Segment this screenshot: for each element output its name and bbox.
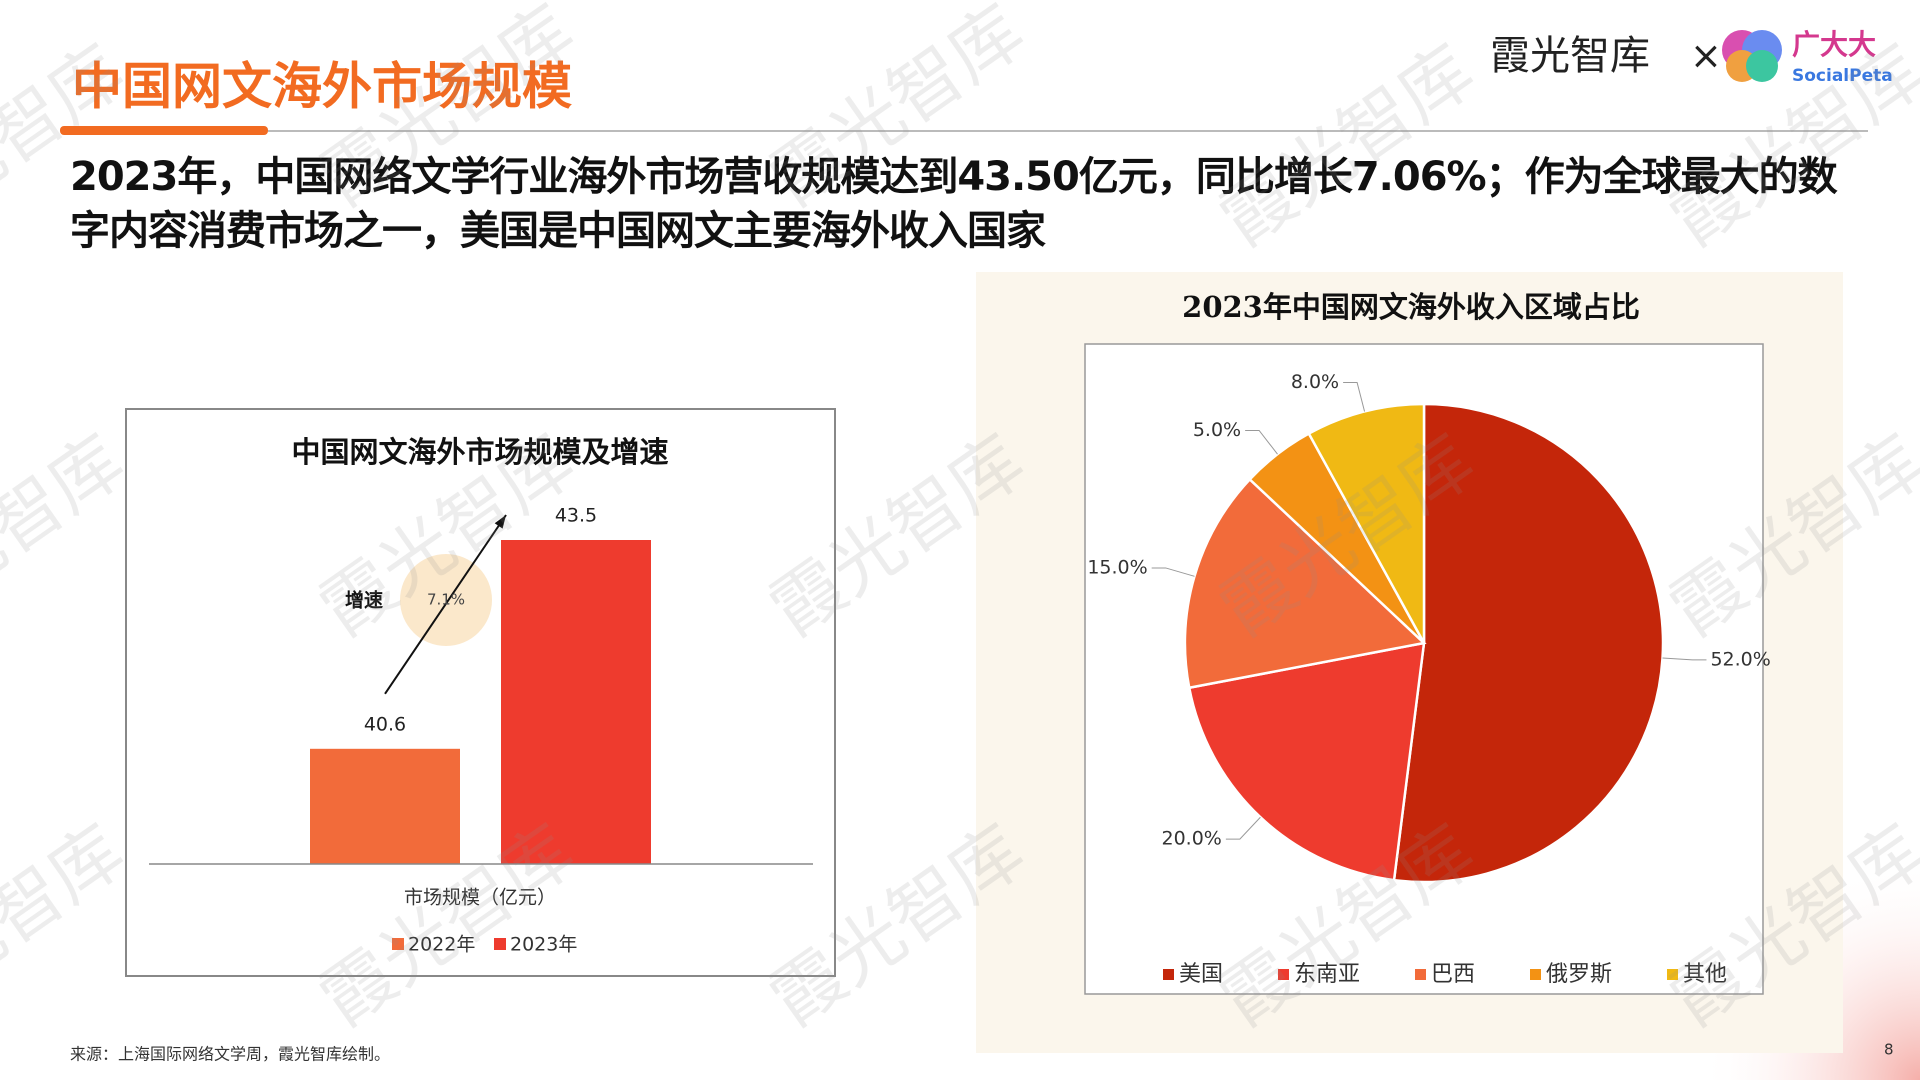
legend-label: 俄罗斯 — [1546, 962, 1612, 987]
logo-cn: 广大大 — [1792, 28, 1876, 61]
legend-label: 美国 — [1179, 962, 1223, 987]
bar — [310, 748, 460, 864]
data-label: 5.0% — [1193, 419, 1241, 441]
legend-swatch — [494, 938, 506, 950]
growth-highlight — [400, 554, 492, 646]
page-number: 8 — [1884, 1041, 1894, 1059]
legend-swatch — [1278, 969, 1289, 980]
leader-line — [1225, 816, 1261, 840]
leader-line — [1151, 567, 1195, 577]
growth-arrow — [384, 514, 507, 695]
brand-cross: × — [1690, 34, 1722, 78]
bar-chart-frame — [125, 408, 836, 977]
source-note: 来源：上海国际网络文学周，霞光智库绘制。 — [70, 1045, 390, 1064]
leader-line — [1245, 429, 1278, 455]
brand: 霞光智库 — [1490, 33, 1650, 79]
legend-label: 其他 — [1683, 962, 1727, 987]
legend-label: 2023年 — [510, 934, 577, 956]
chart-title: 2023年中国网文海外收入区域占比 — [1182, 290, 1640, 324]
value-label: 43.5 — [555, 505, 597, 527]
arrow-head — [494, 515, 506, 529]
growth-label: 7.1% — [427, 591, 465, 609]
data-label: 15.0% — [1087, 556, 1147, 578]
legend-swatch — [1163, 969, 1174, 980]
leader-line — [1662, 657, 1707, 661]
data-label: 8.0% — [1291, 371, 1339, 393]
logo-icon — [1722, 30, 1782, 82]
legend-swatch — [392, 938, 404, 950]
pie-slice — [1392, 402, 1665, 884]
legend-label: 东南亚 — [1294, 962, 1360, 987]
legend-swatch — [1667, 969, 1678, 980]
legend-swatch — [1415, 969, 1426, 980]
legend-swatch — [1530, 969, 1541, 980]
annotation: 增速 — [345, 589, 383, 612]
title-underline — [60, 126, 268, 135]
x-tick-label: 市场规模（亿元） — [404, 887, 556, 909]
headline: 2023年，中国网络文学行业海外市场营收规模达到43.50亿元，同比增长7.06… — [70, 154, 1838, 254]
data-label: 52.0% — [1710, 648, 1770, 670]
chart-title: 中国网文海外市场规模及增速 — [291, 435, 668, 469]
page-title: 中国网文海外市场规模 — [72, 58, 572, 116]
value-label: 40.6 — [364, 713, 406, 735]
bar — [501, 540, 651, 864]
legend-label: 2022年 — [408, 934, 475, 956]
leader-line — [1343, 381, 1366, 412]
logo-en: SocialPeta — [1792, 66, 1893, 86]
legend-label: 巴西 — [1431, 962, 1475, 987]
data-label: 20.0% — [1161, 828, 1221, 850]
